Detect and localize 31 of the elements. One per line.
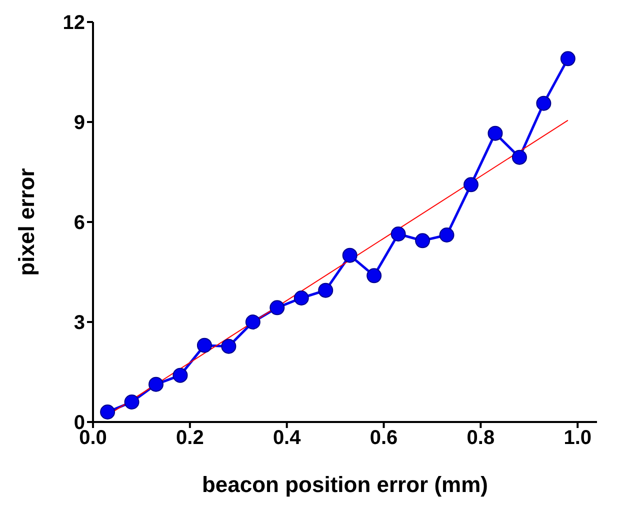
y-axis-title: pixel error xyxy=(14,168,39,276)
point xyxy=(390,226,406,242)
point xyxy=(464,177,478,192)
point xyxy=(560,51,576,66)
point xyxy=(318,282,334,298)
point xyxy=(294,290,309,306)
x-tick-label: 0.6 xyxy=(370,427,398,450)
point xyxy=(196,338,212,353)
point xyxy=(536,96,552,111)
point xyxy=(488,126,503,141)
point xyxy=(270,300,285,316)
x-tick-label: 0.2 xyxy=(176,427,204,450)
x-axis-title: beacon position error (mm) xyxy=(202,472,488,497)
point xyxy=(366,268,382,284)
x-tick-label: 0.8 xyxy=(466,427,495,450)
x-tick-label: 0.4 xyxy=(272,427,302,450)
point xyxy=(148,376,164,392)
point xyxy=(512,150,527,165)
x-tick-label: 1.0 xyxy=(564,427,592,450)
point xyxy=(415,233,430,248)
point xyxy=(124,394,140,410)
point xyxy=(245,314,260,330)
y-tick-label: 3 xyxy=(74,312,85,334)
y-tick-label: 12 xyxy=(62,12,85,34)
y-tick-label: 9 xyxy=(74,112,85,134)
point xyxy=(100,404,116,420)
point xyxy=(342,248,358,263)
y-tick-label: 6 xyxy=(74,212,85,234)
point xyxy=(172,368,188,383)
point xyxy=(221,338,236,354)
point xyxy=(439,228,454,242)
